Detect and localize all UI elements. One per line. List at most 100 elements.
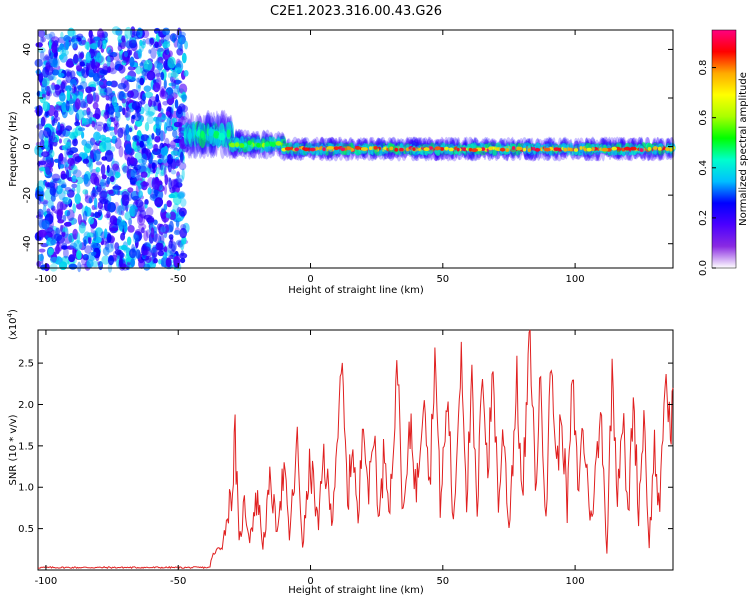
heatmap-cell: [74, 98, 81, 110]
heatmap-cell: [124, 143, 132, 155]
heatmap-cell: [165, 111, 171, 116]
heatmap-cell: [44, 140, 49, 149]
heatmap-cell: [160, 247, 165, 252]
heatmap-cell: [34, 58, 43, 68]
heatmap-cell: [163, 165, 168, 170]
heatmap-cell: [389, 146, 394, 151]
heatmap-cell: [234, 142, 240, 148]
heatmap-cell: [173, 85, 181, 95]
heatmap-cell: [96, 81, 104, 86]
heatmap-cell: [144, 255, 152, 264]
heatmap-cell: [135, 65, 142, 75]
heatmap-cell: [180, 257, 186, 264]
heatmap-cell: [37, 29, 46, 38]
heatmap-cell: [47, 90, 53, 97]
heatmap-cell: [61, 101, 67, 113]
heatmap-cell: [57, 219, 65, 224]
heatmap-cell: [40, 196, 45, 202]
heatmap-cell: [62, 214, 67, 222]
heatmap-cell: [39, 189, 45, 198]
x-tick-label: -100: [35, 576, 58, 587]
heatmap-cell: [75, 176, 84, 185]
heatmap-cell: [471, 148, 478, 153]
heatmap-cell: [68, 234, 73, 243]
heatmap-cell: [141, 153, 148, 165]
x-tick-label: -50: [170, 274, 186, 285]
heatmap-cell: [66, 89, 71, 102]
heatmap-cell: [160, 226, 166, 233]
heatmap-cell: [72, 83, 76, 94]
heatmap-cell: [160, 108, 164, 115]
heatmap-cell: [99, 69, 109, 74]
y-tick-label: 20: [22, 92, 33, 105]
heatmap-cell: [77, 213, 82, 226]
heatmap-cell: [109, 67, 117, 75]
heatmap-cell: [127, 90, 135, 98]
heatmap-cell: [122, 165, 130, 173]
heatmap-cell: [37, 208, 44, 218]
heatmap-cell: [133, 135, 140, 141]
heatmap-cell: [159, 172, 164, 177]
heatmap-cell: [125, 101, 130, 112]
heatmap-cell: [65, 39, 70, 51]
heatmap-cell: [71, 175, 77, 183]
colorbar-tick-label: 0.0: [698, 260, 709, 276]
y-tick-label: 2.5: [18, 359, 34, 370]
heatmap-cell: [139, 39, 143, 47]
heatmap-cell: [95, 161, 103, 166]
heatmap-cell: [499, 147, 506, 152]
heatmap-cell: [165, 257, 172, 268]
heatmap-cell: [36, 260, 41, 268]
heatmap-cell: [171, 103, 175, 115]
heatmap-cell: [150, 47, 157, 59]
heatmap-cell: [333, 146, 340, 151]
heatmap-cell: [178, 32, 182, 43]
heatmap-cell: [110, 80, 118, 88]
heatmap-cell: [127, 191, 133, 202]
heatmap-cell: [184, 40, 189, 50]
heatmap-cell: [143, 230, 149, 242]
heatmap-cell: [183, 70, 189, 77]
colorbar-label: Normalized spectral amplitude: [738, 72, 749, 226]
y-tick-label: 2.0: [18, 400, 34, 411]
heatmap-cell: [151, 133, 155, 140]
heatmap-cell: [99, 190, 108, 199]
heatmap-cell: [140, 134, 150, 142]
heatmap-cell: [122, 162, 128, 174]
heatmap-cell: [114, 242, 120, 251]
heatmap-cell: [160, 234, 165, 245]
heatmap-cell: [96, 124, 103, 132]
colorbar-tick-label: 0.4: [698, 160, 709, 176]
heatmap-cell: [239, 143, 245, 148]
heatmap-cell: [58, 153, 64, 165]
heatmap-cell: [117, 44, 123, 52]
heatmap-cell: [175, 79, 182, 84]
heatmap-cell: [50, 36, 60, 45]
heatmap-cell: [104, 149, 114, 162]
heatmap-cell: [136, 77, 141, 83]
heatmap-cell: [41, 36, 46, 43]
x-tick-label: 50: [436, 576, 449, 587]
heatmap-cell: [138, 214, 144, 223]
heatmap-cell: [181, 91, 187, 103]
colorbar-tick-label: 0.2: [698, 210, 709, 226]
heatmap-cell: [152, 168, 156, 174]
heatmap-cell: [58, 54, 64, 60]
heatmap-cell: [88, 86, 97, 92]
heatmap-cell: [53, 117, 58, 124]
heatmap-cell: [160, 147, 168, 156]
heatmap-cell: [152, 82, 161, 93]
heatmap-cell: [134, 229, 143, 236]
heatmap-cell: [586, 147, 592, 152]
heatmap-cell: [101, 39, 107, 50]
heatmap-cell: [60, 31, 64, 39]
heatmap-cell: [166, 117, 172, 128]
spectrogram-x-ticks: -100 -50 0 50 100: [35, 30, 585, 285]
heatmap-cell: [256, 142, 261, 148]
snr-x-ticks: -100 -50 0 50 100: [35, 330, 585, 587]
heatmap-cell: [61, 79, 68, 85]
heatmap-cell: [144, 122, 150, 132]
heatmap-cell: [118, 145, 124, 158]
heatmap-cell: [37, 47, 46, 54]
heatmap-cell: [55, 244, 60, 255]
